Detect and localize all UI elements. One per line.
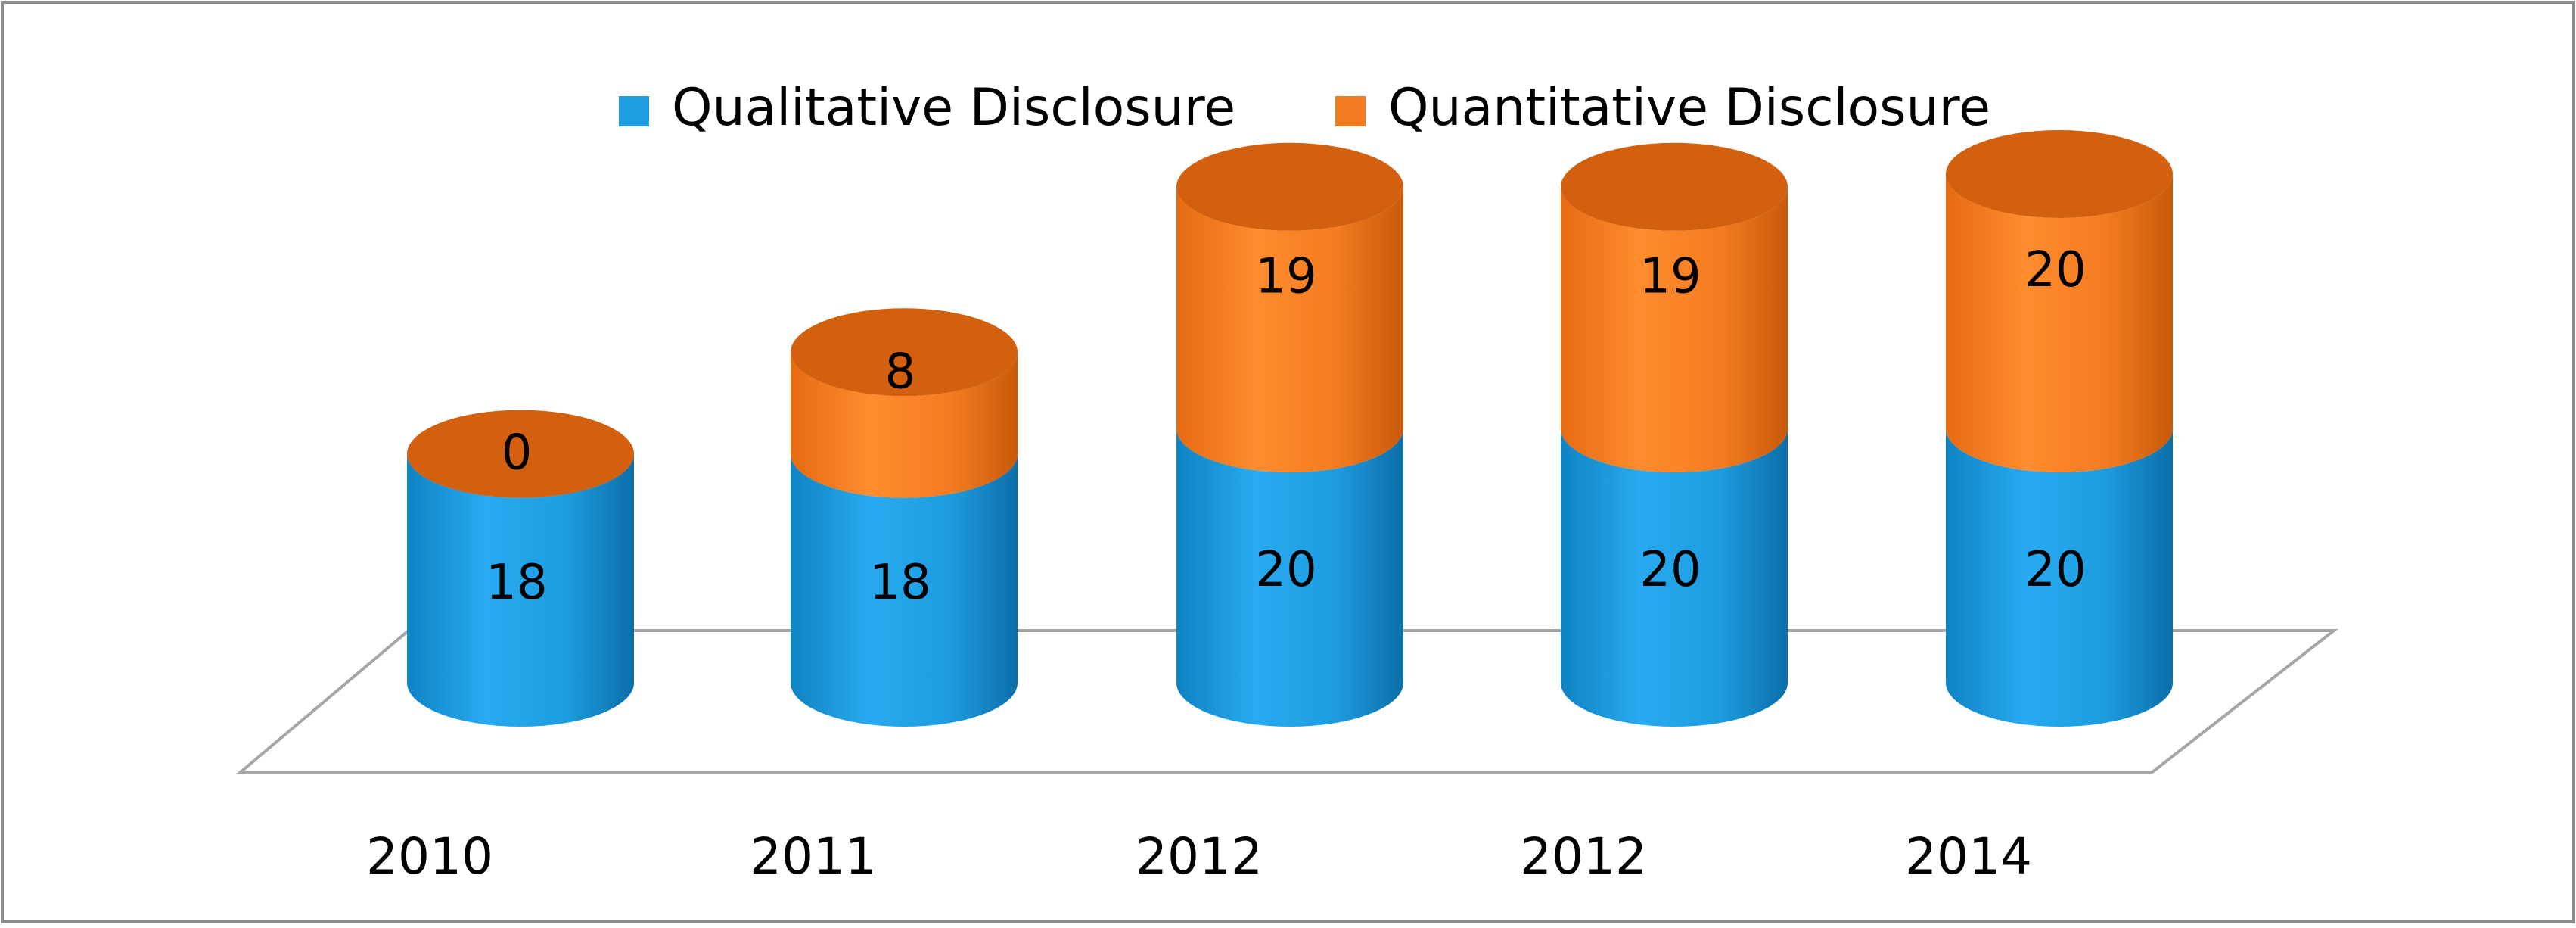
bar-qualitative-disclosure-4 bbox=[1561, 428, 1788, 727]
bar-side-quantitative-disclosure-3 bbox=[1176, 186, 1403, 473]
data-label-quantitative-disclosure-5: 20 bbox=[2024, 242, 2086, 298]
bar-top-cap-1 bbox=[407, 410, 634, 498]
data-label-quantitative-disclosure-3: 19 bbox=[1255, 248, 1316, 304]
bar-quantitative-disclosure-5 bbox=[1946, 174, 2173, 472]
bar-qualitative-disclosure-1 bbox=[407, 453, 634, 727]
bar-side-qualitative-disclosure-5 bbox=[1946, 428, 2173, 727]
bar-side-quantitative-disclosure-2 bbox=[791, 352, 1018, 498]
x-tick-label-2: 2011 bbox=[750, 827, 877, 886]
bar-top-cap-4 bbox=[1561, 142, 1788, 231]
data-label-quantitative-disclosure-2: 8 bbox=[885, 344, 916, 400]
bar-qualitative-disclosure-3 bbox=[1176, 428, 1403, 727]
x-axis-labels: 2010 2011 2012 2012 2014 bbox=[366, 827, 2032, 886]
legend: Qualitative Disclosure Quantitative Disc… bbox=[619, 78, 1990, 138]
bar-side-qualitative-disclosure-1 bbox=[407, 453, 634, 727]
bar-side-qualitative-disclosure-3 bbox=[1176, 428, 1403, 727]
bar-qualitative-disclosure-5 bbox=[1946, 428, 2173, 727]
bar-top-cap-2 bbox=[791, 308, 1018, 397]
data-label-qualitative-disclosure-2: 18 bbox=[869, 555, 931, 611]
legend-label-quantitative: Quantitative Disclosure bbox=[1388, 78, 1990, 138]
legend-swatch-quantitative bbox=[1335, 96, 1366, 126]
data-label-qualitative-disclosure-5: 20 bbox=[2024, 542, 2086, 598]
data-labels-group: 18 0 18 8 20 19 20 19 20 20 bbox=[486, 242, 2086, 611]
bar-side-quantitative-disclosure-5 bbox=[1946, 174, 2173, 472]
data-label-qualitative-disclosure-1: 18 bbox=[486, 555, 547, 611]
bar-quantitative-disclosure-4 bbox=[1561, 186, 1788, 473]
x-tick-label-5: 2014 bbox=[1905, 827, 2032, 886]
bar-quantitative-disclosure-2 bbox=[791, 352, 1018, 498]
x-tick-label-1: 2010 bbox=[366, 827, 493, 886]
data-label-quantitative-disclosure-4: 19 bbox=[1639, 248, 1701, 304]
bar-qualitative-disclosure-2 bbox=[791, 453, 1018, 727]
x-tick-label-3: 2012 bbox=[1136, 827, 1263, 886]
bar-side-qualitative-disclosure-4 bbox=[1561, 428, 1788, 727]
bar-top-cap-5 bbox=[1946, 130, 2173, 218]
data-label-qualitative-disclosure-4: 20 bbox=[1639, 542, 1701, 598]
data-label-qualitative-disclosure-3: 20 bbox=[1255, 542, 1316, 598]
legend-label-qualitative: Qualitative Disclosure bbox=[672, 78, 1235, 138]
x-tick-label-4: 2012 bbox=[1520, 827, 1647, 886]
data-label-quantitative-disclosure-1: 0 bbox=[502, 425, 533, 481]
legend-swatch-qualitative bbox=[619, 96, 649, 126]
bars-group bbox=[407, 130, 2173, 727]
bar-side-qualitative-disclosure-2 bbox=[791, 453, 1018, 727]
bar-quantitative-disclosure-3 bbox=[1176, 186, 1403, 473]
bar-side-quantitative-disclosure-4 bbox=[1561, 186, 1788, 473]
bar-top-cap-3 bbox=[1176, 142, 1403, 231]
